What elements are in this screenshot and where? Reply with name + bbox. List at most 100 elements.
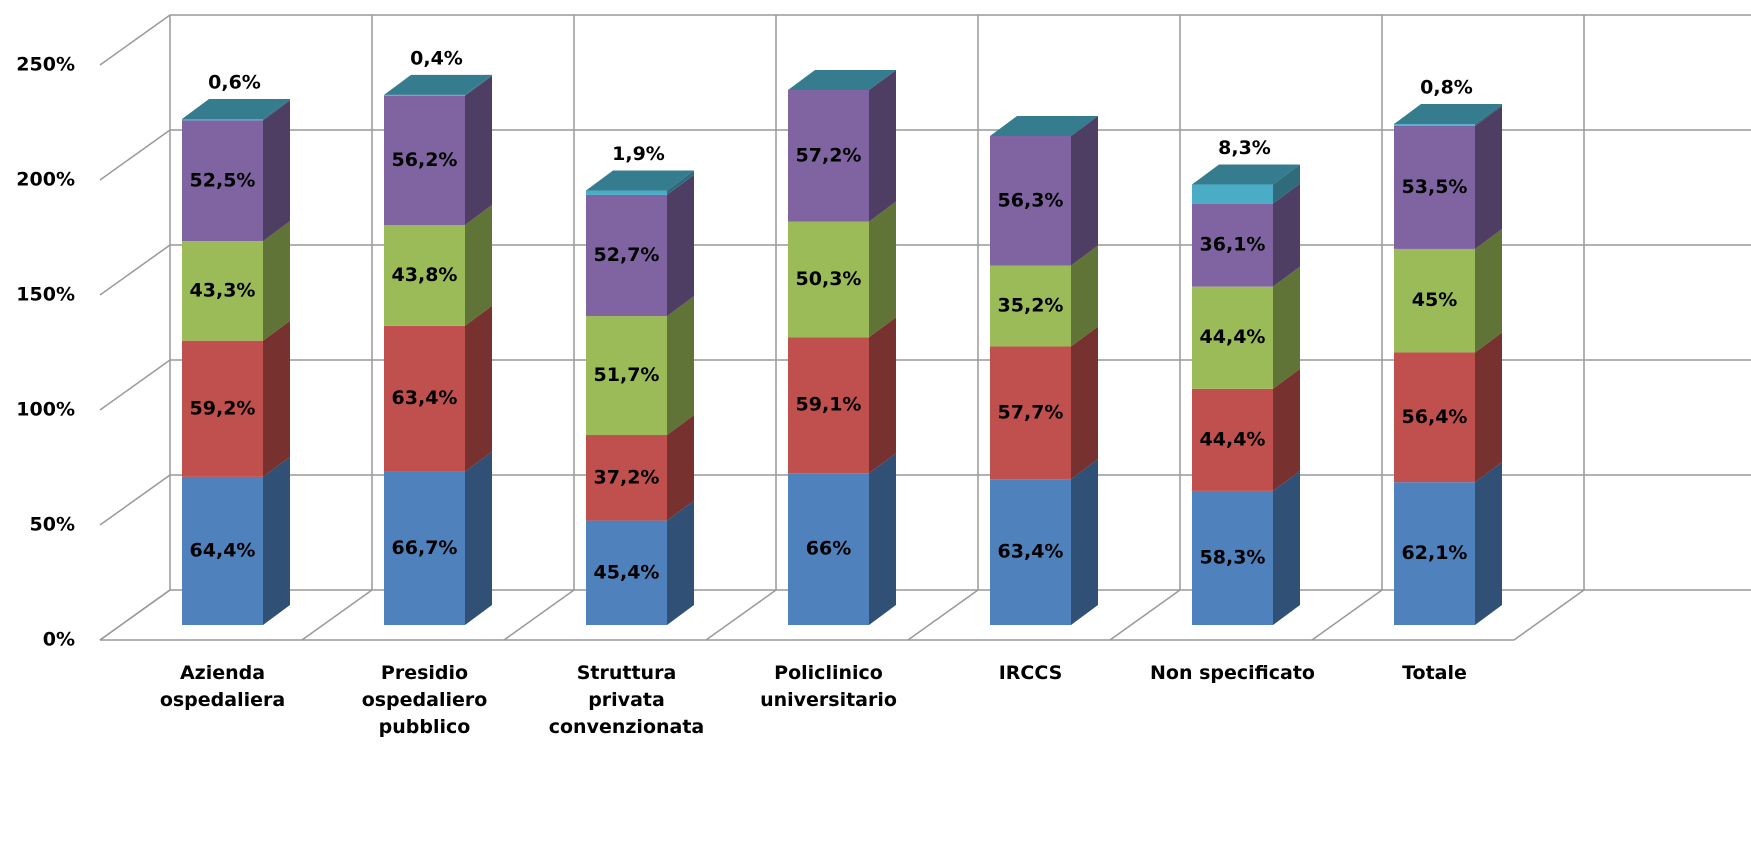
bar <box>1394 352 1475 483</box>
data-label: 59,1% <box>796 394 862 416</box>
bar-side <box>869 453 896 625</box>
bar <box>990 136 1071 266</box>
data-label: 8,3% <box>1218 137 1271 159</box>
bar <box>182 340 263 477</box>
data-label: 45% <box>1412 289 1457 311</box>
data-label: 52,5% <box>190 169 256 191</box>
bar <box>1192 286 1273 389</box>
bar-side <box>869 70 896 222</box>
bar-side <box>263 320 290 477</box>
bar-top <box>1192 164 1300 185</box>
bar <box>1394 124 1475 126</box>
bar <box>384 471 465 625</box>
data-label: 52,7% <box>594 244 660 266</box>
floor-line <box>907 589 979 641</box>
bar <box>182 119 263 121</box>
bar <box>586 520 667 625</box>
data-label: 1,9% <box>612 143 665 165</box>
bar-side <box>465 75 492 226</box>
bar-side <box>1071 245 1098 347</box>
x-tick-label: Totale <box>1402 662 1467 684</box>
floor-line <box>503 589 575 641</box>
bar-side <box>667 500 694 625</box>
bar <box>1192 490 1273 625</box>
y-tick-label: 100% <box>16 399 75 421</box>
data-label: 62,1% <box>1402 542 1468 564</box>
bar-side <box>1475 105 1502 249</box>
data-label: 37,2% <box>594 466 660 488</box>
bar <box>384 94 465 96</box>
bar-side <box>667 170 694 195</box>
data-label: 35,2% <box>998 294 1064 316</box>
data-label: 45,4% <box>594 561 660 583</box>
y-tick-label: 150% <box>16 284 75 306</box>
bar <box>182 120 263 242</box>
grid-line <box>99 474 171 526</box>
bar-top <box>788 70 896 91</box>
x-tick-label: Struttura privata convenzionata <box>548 662 705 738</box>
bar-side <box>263 456 290 625</box>
y-tick-label: 50% <box>30 514 75 536</box>
floor-line <box>99 589 171 641</box>
bar <box>1192 388 1273 491</box>
data-label: 50,3% <box>796 268 862 290</box>
data-label: 63,4% <box>998 541 1064 563</box>
bar <box>990 479 1071 625</box>
bar-top <box>384 74 492 95</box>
data-label: 66,7% <box>392 537 458 559</box>
bar <box>586 316 667 436</box>
floor-line <box>1311 589 1383 641</box>
data-label: 56,3% <box>998 189 1064 211</box>
bar <box>788 473 869 625</box>
y-tick-label: 0% <box>43 629 75 651</box>
bar <box>182 476 263 625</box>
data-label: 57,7% <box>998 401 1064 423</box>
bar-side <box>869 317 896 474</box>
bar-side <box>465 451 492 625</box>
data-label: 43,8% <box>392 264 458 286</box>
bar <box>788 221 869 338</box>
data-label: 44,4% <box>1200 326 1266 348</box>
data-label: 57,2% <box>796 144 862 166</box>
bar-side <box>465 205 492 326</box>
bar <box>182 241 263 341</box>
bar-side <box>1071 459 1098 625</box>
grid-line <box>99 129 171 181</box>
x-tick-label: Non specificato <box>1150 662 1315 684</box>
bar-side <box>1273 470 1300 625</box>
bar-side <box>1273 183 1300 287</box>
bar-side <box>1273 368 1300 491</box>
bar <box>1394 248 1475 353</box>
data-label: 58,3% <box>1200 546 1266 568</box>
bar-side <box>1071 326 1098 480</box>
y-tick-label: 250% <box>16 54 75 76</box>
data-label: 66% <box>806 538 851 560</box>
grid-line <box>99 244 171 296</box>
bar <box>384 95 465 226</box>
bar-top <box>1394 104 1502 125</box>
x-tick-label: IRCCS <box>998 662 1063 684</box>
bar-side <box>263 221 290 341</box>
bar <box>1192 203 1273 287</box>
data-label: 0,6% <box>208 72 261 94</box>
x-tick-label: Azienda ospedaliera <box>159 662 286 711</box>
bar <box>384 325 465 472</box>
bar <box>384 225 465 326</box>
x-tick-label: Presidio ospedaliero pubblico <box>361 662 488 738</box>
bar <box>788 337 869 474</box>
floor-line <box>705 589 777 641</box>
data-label: 53,5% <box>1402 176 1468 198</box>
grid-line <box>99 359 171 411</box>
floor-line <box>1109 589 1181 641</box>
bar <box>990 346 1071 480</box>
data-label: 63,4% <box>392 387 458 409</box>
bar <box>1394 125 1475 249</box>
data-label: 36,1% <box>1200 234 1266 256</box>
data-label: 43,3% <box>190 279 256 301</box>
bar-side <box>1273 164 1300 204</box>
bar <box>586 190 667 195</box>
data-label: 56,4% <box>1402 406 1468 428</box>
data-label: 0,4% <box>410 47 463 69</box>
floor-line <box>1513 589 1585 641</box>
